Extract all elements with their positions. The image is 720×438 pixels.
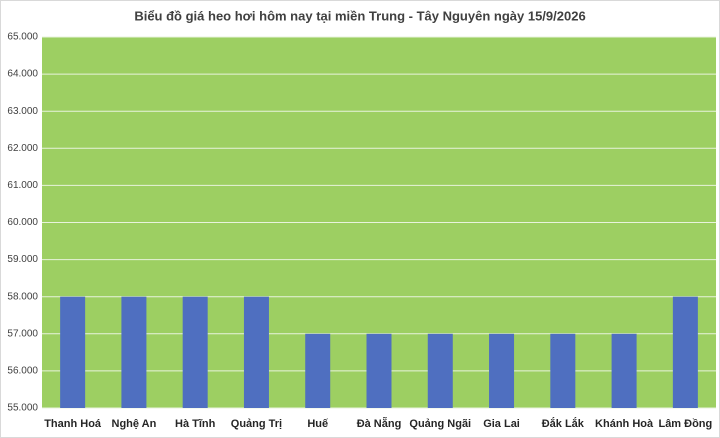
x-tick-label: Khánh Hoà (595, 418, 654, 430)
bar (121, 296, 147, 408)
bar (243, 296, 269, 408)
bar (489, 333, 515, 408)
bar (182, 296, 208, 408)
y-tick-label: 64.000 (7, 69, 38, 80)
bar (672, 296, 698, 408)
x-tick-label: Hà Tĩnh (175, 418, 216, 430)
y-tick-label: 55.000 (7, 403, 38, 414)
x-tick-label: Đà Nẵng (357, 417, 402, 430)
bar (305, 333, 331, 408)
x-tick-label: Huế (307, 418, 329, 430)
x-tick-label: Thanh Hoá (44, 418, 102, 430)
chart-title: Biểu đồ giá heo hơi hôm nay tại miền Tru… (134, 8, 585, 23)
x-tick-label: Quảng Ngãi (409, 418, 471, 430)
x-tick-label: Nghệ An (112, 418, 157, 430)
y-tick-label: 59.000 (7, 254, 38, 265)
y-tick-label: 57.000 (7, 328, 38, 339)
bar (611, 333, 637, 408)
bar (60, 296, 86, 408)
y-tick-label: 60.000 (7, 217, 38, 228)
bar (550, 333, 576, 408)
x-tick-label: Gia Lai (483, 418, 520, 430)
x-tick-label: Lâm Đồng (658, 418, 712, 430)
y-tick-label: 63.000 (7, 106, 38, 117)
x-tick-label: Đắk Lắk (542, 417, 585, 430)
y-tick-label: 61.000 (7, 180, 38, 191)
y-tick-label: 56.000 (7, 366, 38, 377)
y-tick-label: 58.000 (7, 291, 38, 302)
y-tick-label: 62.000 (7, 143, 38, 154)
y-tick-label: 65.000 (7, 32, 38, 43)
x-tick-label: Quảng Trị (231, 418, 282, 430)
bar (366, 333, 392, 408)
bar (427, 333, 453, 408)
